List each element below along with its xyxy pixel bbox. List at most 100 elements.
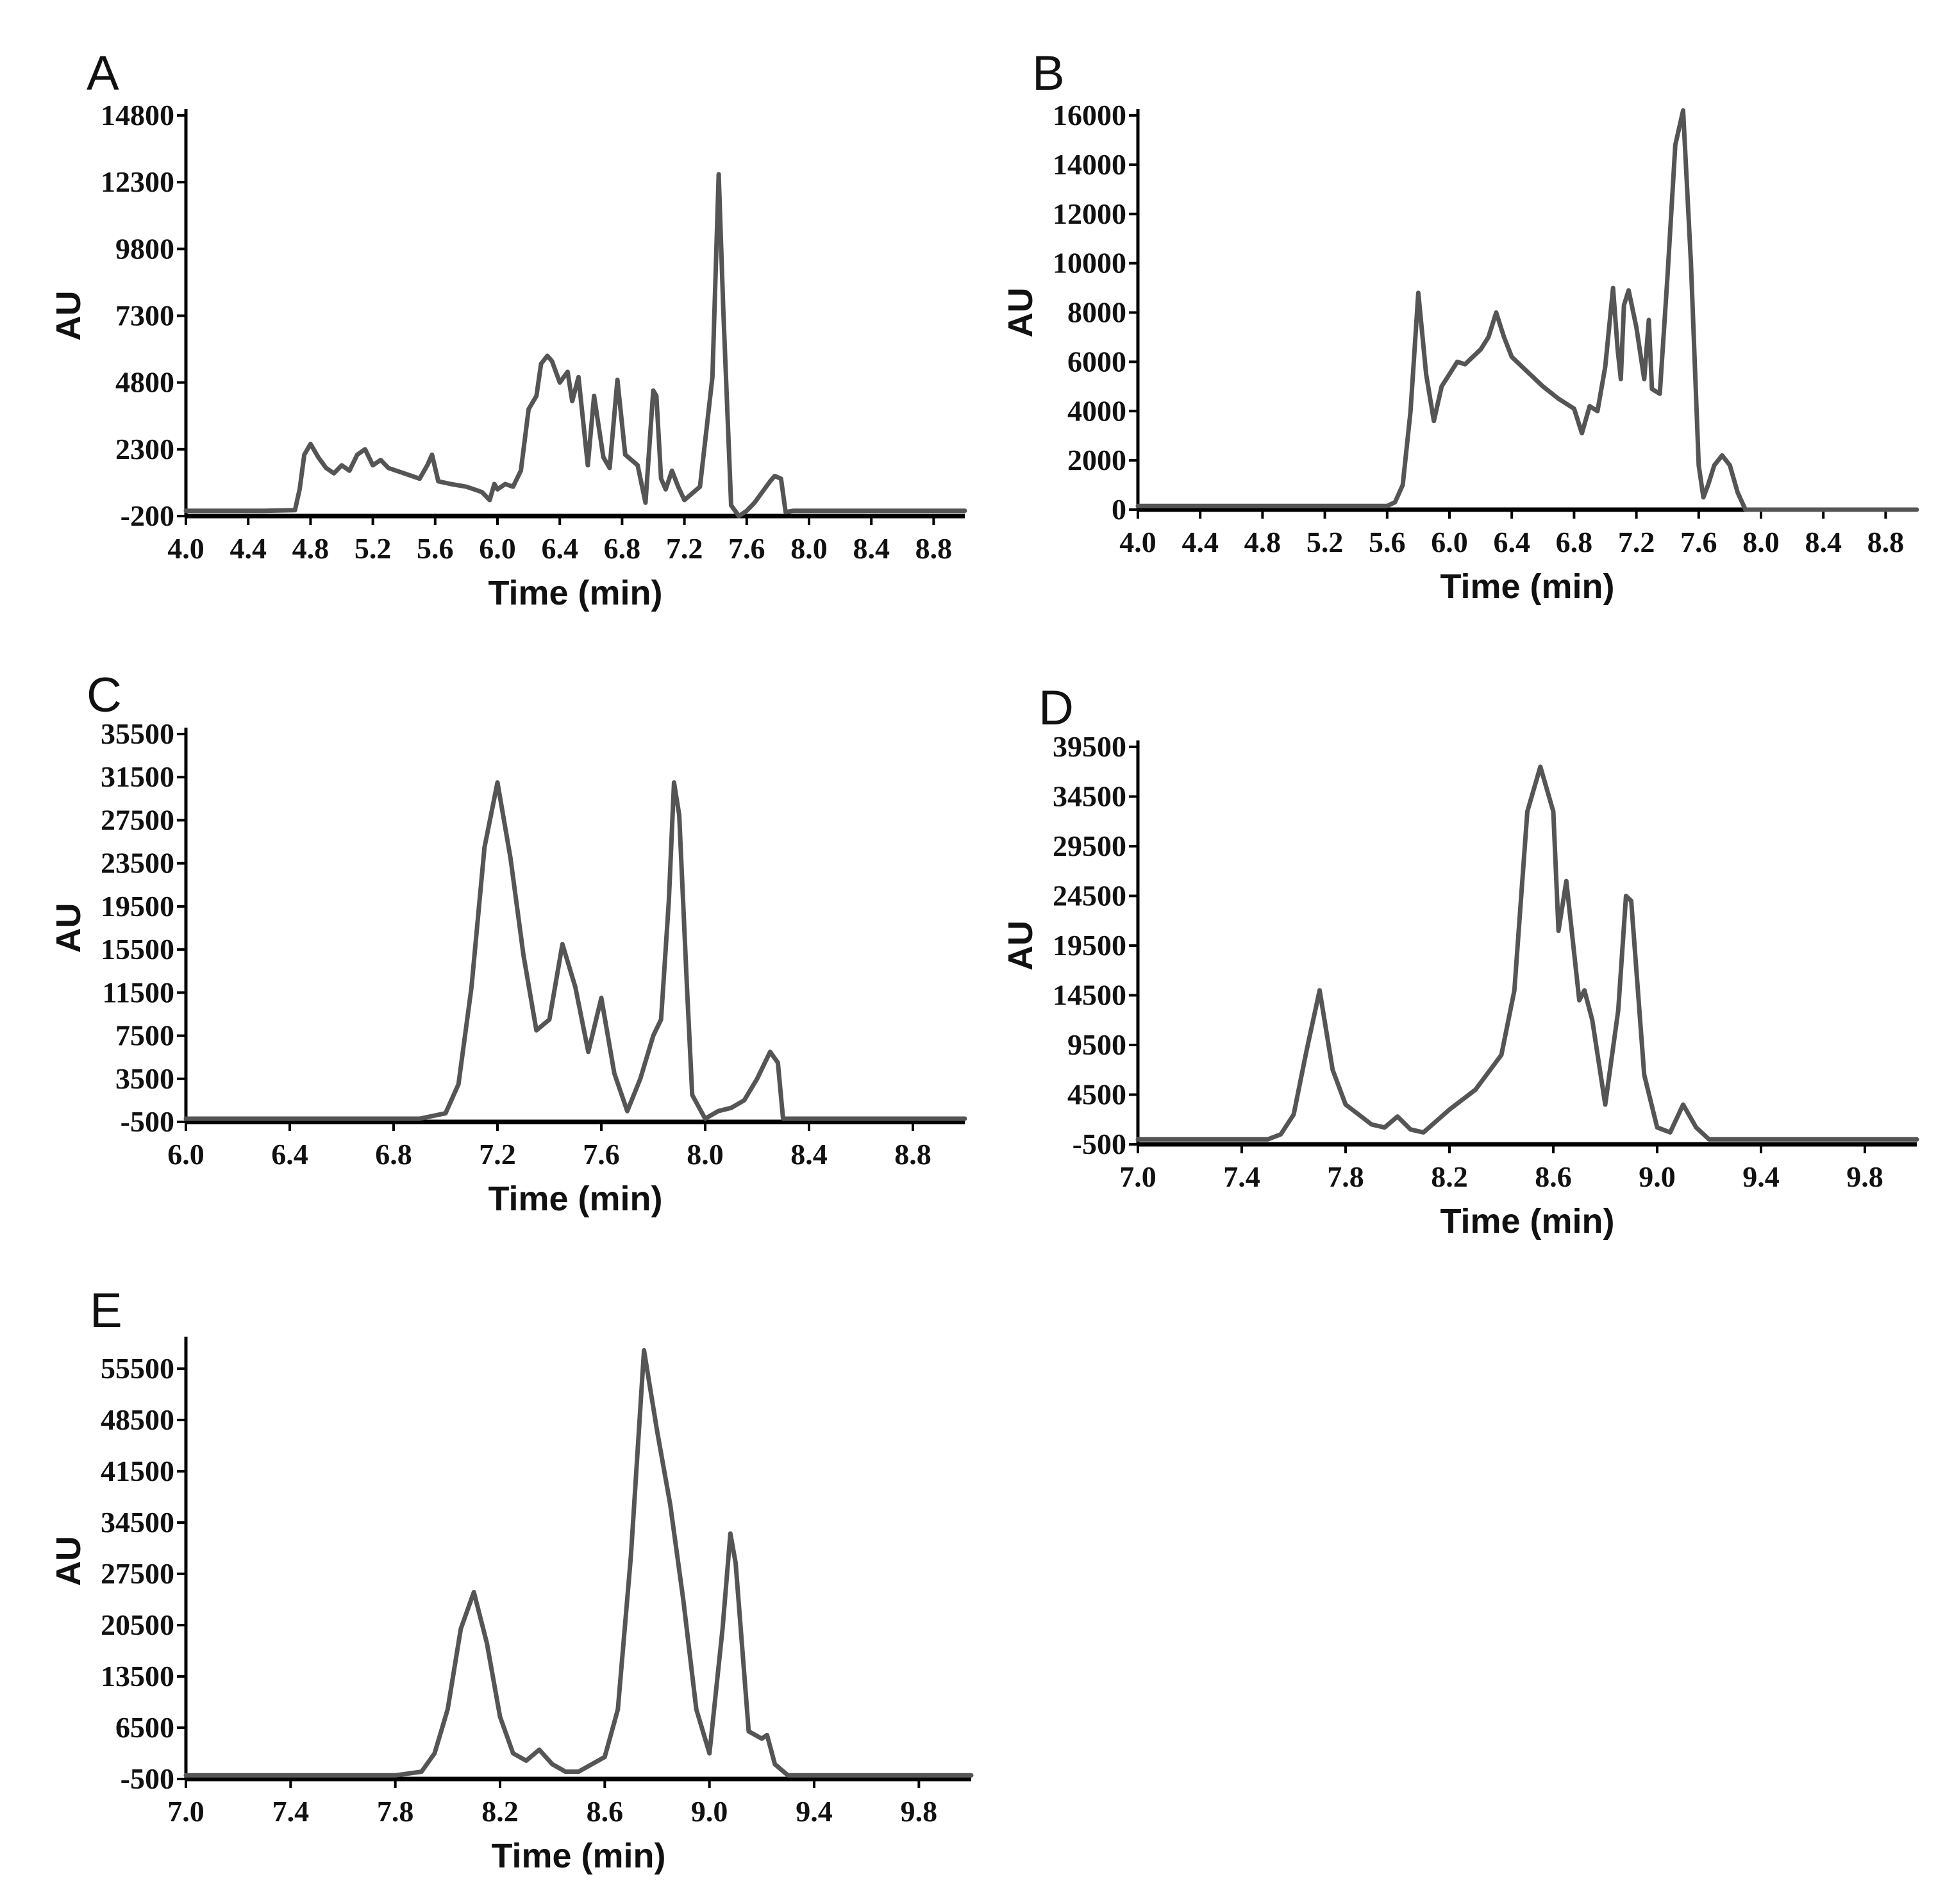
y-axis-title: AU xyxy=(1001,921,1040,971)
x-tick-label: 5.2 xyxy=(355,532,392,565)
y-tick-label: 4500 xyxy=(1067,1078,1126,1111)
x-tick-label: 9.8 xyxy=(1846,1160,1883,1193)
x-tick-label: 6.0 xyxy=(479,532,516,565)
x-tick-label: 8.6 xyxy=(1535,1160,1572,1193)
x-tick-label: 8.0 xyxy=(1742,526,1780,558)
x-tick-label: 4.0 xyxy=(167,532,205,565)
y-axis-title: AU xyxy=(1001,288,1040,338)
y-tick-label: 0 xyxy=(1112,493,1126,526)
x-axis-title: Time (min) xyxy=(488,574,662,612)
panel-e: E -500 6500 13500 20500 27500 34500 41500 48500 5… xyxy=(49,1283,974,1875)
x-axis-title: Time (min) xyxy=(1440,1202,1614,1240)
y-tick-label: 29500 xyxy=(1053,830,1126,862)
y-tick-label: 31500 xyxy=(101,760,174,793)
y-tick-label: 35500 xyxy=(101,717,174,750)
x-tick-label: 8.4 xyxy=(790,1138,828,1171)
y-tick-label: 41500 xyxy=(101,1455,174,1487)
panel-letter: B xyxy=(1032,46,1065,101)
y-tick-label: 14500 xyxy=(1053,979,1126,1012)
x-tick-label: 4.8 xyxy=(1244,526,1281,558)
panel-letter: A xyxy=(87,46,119,101)
x-tick-label: 4.0 xyxy=(1119,526,1156,558)
x-tick-label: 6.4 xyxy=(271,1138,308,1171)
y-tick-label: 24500 xyxy=(1053,880,1126,912)
x-tick-label: 8.8 xyxy=(1867,526,1905,558)
series-line xyxy=(1135,108,1919,512)
x-tick-label: 6.4 xyxy=(541,532,578,565)
x-tick-label: 8.4 xyxy=(853,532,890,565)
y-tick-label: 6000 xyxy=(1067,345,1126,378)
y-tick-label: 19500 xyxy=(101,890,174,923)
panel-d: D -500 4500 9500 14500 19500 24500 29500 34500 39… xyxy=(1001,681,1919,1240)
x-tick-label: 6.8 xyxy=(1556,526,1593,558)
panels: A -200 2300 4800 7300 9800 12300 14800 4.0 4.4 4.8… xyxy=(49,46,1919,1875)
x-tick-label: 8.6 xyxy=(587,1795,624,1828)
x-tick-label: 8.8 xyxy=(915,532,953,565)
y-tick-label: 14800 xyxy=(101,99,174,131)
x-tick-label: 7.0 xyxy=(1119,1160,1156,1193)
y-tick-label: -500 xyxy=(1073,1128,1126,1160)
x-tick-label: 8.8 xyxy=(894,1138,931,1171)
y-tick-label: -200 xyxy=(121,499,174,532)
x-tick-label: 9.0 xyxy=(691,1795,728,1828)
y-tick-label: 27500 xyxy=(101,803,174,836)
x-tick-label: 6.0 xyxy=(167,1138,205,1171)
x-tick-label: 5.2 xyxy=(1306,526,1344,558)
y-tick-label: -500 xyxy=(121,1762,174,1795)
y-axis-title: AU xyxy=(49,903,88,953)
y-axis-title: AU xyxy=(49,1536,88,1586)
x-tick-label: 9.8 xyxy=(901,1795,938,1828)
panel-b: B 0 2000 4000 6000 8000 10000 12000 14000 16000 4.… xyxy=(1001,46,1919,606)
y-tick-label: 4000 xyxy=(1067,394,1126,427)
x-tick-label: 8.0 xyxy=(790,532,828,565)
x-tick-label: 6.0 xyxy=(1431,526,1468,558)
x-tick-label: 7.0 xyxy=(167,1795,205,1828)
x-tick-label: 8.2 xyxy=(1431,1160,1468,1193)
x-tick-label: 9.0 xyxy=(1639,1160,1676,1193)
x-tick-label: 4.4 xyxy=(1181,526,1219,558)
x-tick-label: 8.4 xyxy=(1805,526,1842,558)
x-tick-label: 7.6 xyxy=(583,1138,620,1171)
y-tick-label: 20500 xyxy=(101,1608,174,1641)
y-tick-label: 3500 xyxy=(115,1062,174,1095)
y-tick-label: 9500 xyxy=(1067,1028,1126,1061)
series-line xyxy=(183,780,967,1121)
series-line xyxy=(183,172,967,519)
y-tick-label: 14000 xyxy=(1053,148,1126,181)
panel-letter: E xyxy=(90,1283,122,1338)
x-axis-title: Time (min) xyxy=(491,1837,665,1875)
y-tick-label: 13500 xyxy=(101,1660,174,1692)
x-tick-label: 9.4 xyxy=(796,1795,833,1828)
x-tick-label: 5.6 xyxy=(417,532,454,565)
y-tick-label: 34500 xyxy=(101,1506,174,1539)
x-tick-label: 9.4 xyxy=(1742,1160,1780,1193)
x-tick-label: 7.8 xyxy=(1327,1160,1364,1193)
y-tick-label: 7500 xyxy=(115,1019,174,1052)
x-tick-label: 8.0 xyxy=(687,1138,724,1171)
panel-letter: C xyxy=(87,668,122,722)
x-tick-label: 7.8 xyxy=(377,1795,414,1828)
x-tick-label: 7.4 xyxy=(272,1795,310,1828)
y-tick-label: 8000 xyxy=(1067,296,1126,329)
x-tick-label: 4.8 xyxy=(292,532,330,565)
panel-letter: D xyxy=(1039,681,1074,735)
x-tick-label: 7.4 xyxy=(1223,1160,1260,1193)
y-tick-label: -500 xyxy=(121,1105,174,1138)
y-axis-title: AU xyxy=(49,291,88,341)
series-line xyxy=(183,1348,974,1778)
x-tick-label: 8.2 xyxy=(481,1795,519,1828)
y-tick-label: 12000 xyxy=(1053,197,1126,230)
y-tick-label: 9800 xyxy=(115,232,174,265)
panel-a: A -200 2300 4800 7300 9800 12300 14800 4.0 4.4 4.8… xyxy=(49,46,967,612)
x-tick-label: 6.4 xyxy=(1493,526,1530,558)
series-line xyxy=(1135,764,1919,1142)
y-tick-label: 4800 xyxy=(115,366,174,399)
x-axis-title: Time (min) xyxy=(488,1180,662,1218)
y-tick-label: 2000 xyxy=(1067,444,1126,476)
x-tick-label: 7.2 xyxy=(479,1138,516,1171)
x-tick-label: 7.6 xyxy=(728,532,765,565)
y-tick-label: 2300 xyxy=(115,433,174,465)
x-tick-label: 4.4 xyxy=(230,532,267,565)
